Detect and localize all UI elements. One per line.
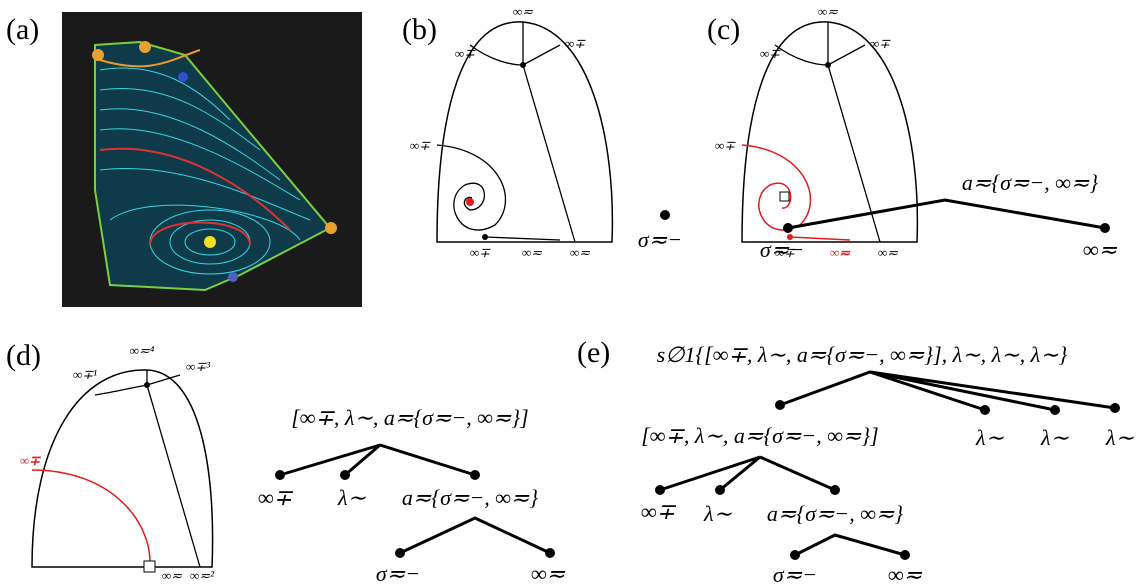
- tree-label: ∞≂: [1083, 237, 1118, 262]
- tree-label: λ∼: [1105, 425, 1135, 450]
- panel-label: (a): [6, 13, 39, 46]
- node-label: ∞∓: [715, 138, 736, 153]
- tree-node: [783, 223, 793, 233]
- tree-edge: [660, 372, 1115, 555]
- tree-node: [395, 548, 405, 558]
- tree-label: σ≂−: [760, 237, 804, 262]
- panel-label: (b): [402, 13, 437, 46]
- tree-node: [470, 470, 480, 480]
- tree-label: λ∼: [1040, 425, 1070, 450]
- figure: (a) (b) ∞≂ ∞∓ ∞∓ ∞∓ ∞∓ ∞≂ ∞≂ σ≂− (c): [0, 0, 1143, 585]
- node-label: ∞≂: [513, 4, 533, 19]
- node-label: ∞∓: [455, 46, 476, 61]
- tree-node: [545, 548, 555, 558]
- tree-label: a≂{σ≂−, ∞≂}: [962, 170, 1098, 195]
- node-label: ∞∓¹: [73, 367, 97, 382]
- tree-node: [275, 470, 285, 480]
- tree-node: [1100, 223, 1110, 233]
- tree-label: ∞≂: [888, 562, 923, 585]
- node-label: ∞∓: [760, 46, 781, 61]
- tree-node: [900, 550, 910, 560]
- tree-label: [∞∓, λ∼, a≂{σ≂−, ∞≂}]: [291, 405, 528, 430]
- node-label: ∞≂: [818, 4, 838, 19]
- tree-node: [715, 485, 725, 495]
- node-label: ∞≂: [878, 245, 898, 260]
- tree-label: σ≂−: [773, 562, 817, 585]
- tree-node: [980, 405, 990, 415]
- node-label: ∞≂: [570, 245, 590, 260]
- node-label: ∞≂: [830, 245, 851, 260]
- tree-node: [790, 550, 800, 560]
- tree-node: [1050, 405, 1060, 415]
- panel-label: (e): [577, 336, 610, 369]
- tree-node: [340, 470, 350, 480]
- node-label: ∞≂⁴: [130, 343, 155, 358]
- tree-label: σ≂−: [376, 561, 420, 585]
- tree-label: s∅1{[∞∓, λ∼, a≂{σ≂−, ∞≂}], λ∼, λ∼, λ∼}: [657, 342, 1068, 367]
- node-label: ∞∓: [470, 245, 491, 260]
- node-label: ∞≂: [162, 568, 182, 583]
- tree-node: [775, 400, 785, 410]
- node-label: ∞≂²: [190, 568, 215, 583]
- tree-node: [1110, 403, 1120, 413]
- phase-portrait: [32, 370, 213, 572]
- node-label: ∞∓: [870, 36, 891, 51]
- node-label: ∞∓: [410, 138, 431, 153]
- node-label: ∞≂: [522, 245, 542, 260]
- tree-edge: [788, 200, 1105, 228]
- tree-label: ∞∓: [258, 485, 294, 510]
- node-label: ∞∓: [20, 453, 41, 468]
- tree-node: [655, 485, 665, 495]
- node-label: ∞∓: [565, 36, 586, 51]
- panel-label: (d): [6, 339, 41, 372]
- tree-label: a≂{σ≂−, ∞≂}: [767, 501, 903, 526]
- tree-label: [∞∓, λ∼, a≂{σ≂−, ∞≂}]: [641, 423, 878, 448]
- tree-label: λ∼: [975, 425, 1005, 450]
- tree-node: [830, 485, 840, 495]
- tree-label: ∞≂: [531, 561, 566, 585]
- tree-label: λ∼: [337, 485, 367, 510]
- tree-label: a≂{σ≂−, ∞≂}: [402, 485, 538, 510]
- tree-label: ∞∓: [641, 499, 677, 524]
- panel-label: (c): [707, 13, 740, 46]
- tree-node: [660, 210, 670, 220]
- node-label: ∞∓³: [186, 359, 211, 374]
- ultrasound-image: [62, 12, 362, 307]
- tree-label: λ∼: [703, 501, 733, 526]
- tree-label: σ≂−: [638, 227, 682, 252]
